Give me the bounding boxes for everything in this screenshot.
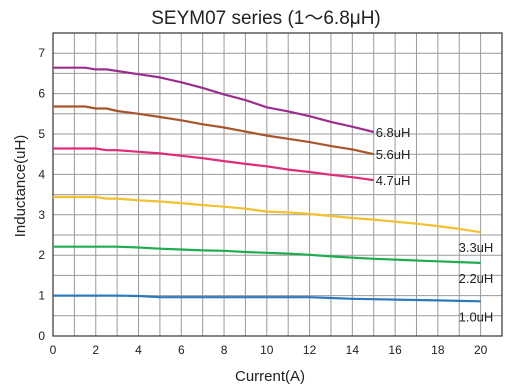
plot-frame — [52, 32, 503, 337]
x-tick-label: 18 — [431, 343, 445, 357]
y-tick-label: 5 — [38, 127, 45, 141]
series-lines — [53, 66, 481, 303]
plot-background — [53, 33, 502, 336]
y-axis-title: Inductance(uH) — [12, 135, 29, 238]
x-tick-label: 20 — [474, 343, 488, 357]
series-label: 2.2uH — [459, 271, 494, 286]
plot-grid — [52, 32, 503, 337]
series-line — [53, 245, 481, 264]
y-tick-label: 7 — [38, 46, 45, 60]
series-line — [53, 66, 374, 134]
x-axis-title: Current(A) — [235, 368, 305, 385]
series-line — [53, 105, 374, 156]
x-tick-label: 16 — [388, 343, 402, 357]
series-label: 1.0uH — [459, 309, 494, 324]
x-tick-label: 2 — [92, 343, 99, 357]
series-labels: 6.8uH 5.6uH 4.7uH 3.3uH 2.2uH 1.0uH — [376, 125, 494, 324]
series-line — [53, 294, 481, 303]
x-tick-label: 4 — [135, 343, 142, 357]
series-label: 6.8uH — [376, 125, 411, 140]
y-tick-label: 4 — [38, 167, 45, 181]
x-axis-ticks: 0 2 4 6 8 10 12 14 16 18 20 — [50, 343, 488, 357]
x-tick-label: 10 — [260, 343, 274, 357]
x-tick-label: 6 — [178, 343, 185, 357]
y-tick-label: 3 — [38, 208, 45, 222]
series-label: 4.7uH — [376, 173, 411, 188]
series-line — [53, 195, 481, 234]
chart-title: SEYM07 series (1〜6.8μH) — [151, 8, 381, 29]
series-label: 3.3uH — [459, 240, 494, 255]
y-axis-ticks: 0 1 2 3 4 5 6 7 — [38, 46, 45, 343]
y-tick-label: 6 — [38, 87, 45, 101]
series-line — [53, 147, 374, 182]
x-tick-label: 14 — [346, 343, 360, 357]
series-label: 5.6uH — [376, 147, 411, 162]
x-tick-label: 8 — [221, 343, 228, 357]
x-tick-label: 12 — [303, 343, 317, 357]
y-tick-label: 1 — [38, 289, 45, 303]
x-tick-label: 0 — [50, 343, 57, 357]
y-tick-label: 0 — [38, 329, 45, 343]
y-tick-label: 2 — [38, 248, 45, 262]
